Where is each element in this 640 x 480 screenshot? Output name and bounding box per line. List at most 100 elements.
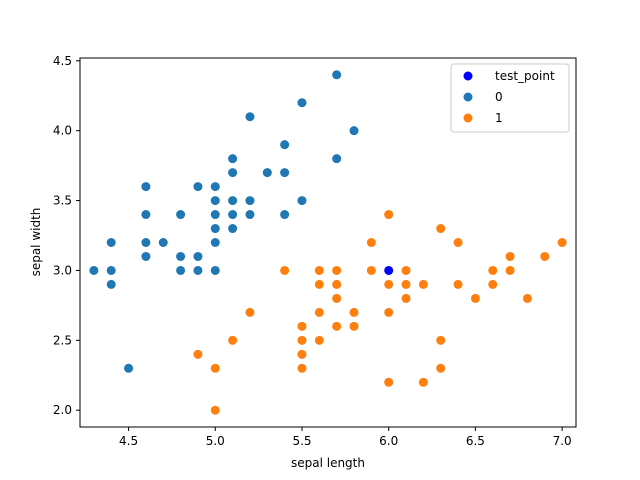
y-tick-label: 3.5 (53, 194, 72, 208)
data-point (314, 279, 324, 289)
data-point (349, 307, 359, 317)
x-tick-label: 6.0 (379, 434, 398, 448)
data-point (522, 293, 532, 303)
data-point (245, 210, 255, 220)
data-point (228, 210, 238, 220)
data-point (436, 363, 446, 373)
data-point (262, 168, 272, 178)
y-tick-label: 4.0 (53, 124, 72, 138)
data-point (228, 224, 238, 234)
data-point (193, 251, 203, 261)
data-point (228, 168, 238, 178)
axis-ticks: 4.5 5.0 5.5 6.0 6.5 7.0 2.0 2.5 3.0 3.5 4.0 4.5 (53, 54, 572, 448)
y-tick-label: 2.0 (53, 403, 72, 417)
data-point (280, 140, 290, 150)
data-point (332, 293, 342, 303)
data-point (176, 251, 186, 261)
data-point (297, 335, 307, 345)
data-point (505, 265, 515, 275)
x-tick-label: 5.5 (292, 434, 311, 448)
data-point (436, 224, 446, 234)
data-point (332, 321, 342, 331)
data-point (332, 265, 342, 275)
data-point (245, 112, 255, 122)
legend-marker (463, 71, 473, 81)
data-point (210, 224, 220, 234)
x-tick-label: 5.0 (206, 434, 225, 448)
data-point (193, 349, 203, 359)
data-point (470, 293, 480, 303)
data-point (193, 182, 203, 192)
data-point (557, 238, 567, 247)
data-point (106, 238, 116, 247)
data-point (453, 238, 463, 247)
data-point (245, 196, 255, 206)
legend: test_point 0 1 (450, 63, 570, 133)
data-point (210, 196, 220, 206)
data-point (436, 335, 446, 345)
data-point (228, 335, 238, 345)
data-point (384, 265, 394, 275)
x-axis-label: sepal length (291, 456, 365, 470)
data-point (349, 321, 359, 331)
data-point (418, 279, 428, 289)
data-point (106, 279, 116, 289)
x-tick-label: 4.5 (119, 434, 138, 448)
data-point (210, 363, 220, 373)
legend-label: 1 (495, 111, 503, 125)
data-point (488, 279, 498, 289)
data-point (89, 265, 99, 275)
data-point (540, 251, 550, 261)
data-point (384, 210, 394, 220)
data-point (384, 307, 394, 317)
legend-marker (463, 92, 473, 102)
data-point (366, 238, 376, 247)
plot-frame (79, 57, 577, 428)
data-point (349, 126, 359, 136)
data-point (141, 238, 151, 247)
legend-box (450, 63, 570, 133)
data-point (401, 279, 411, 289)
data-point (280, 168, 290, 178)
y-tick-label: 4.5 (53, 54, 72, 68)
data-point (210, 182, 220, 192)
data-point (124, 363, 134, 373)
data-point (228, 154, 238, 164)
data-point (332, 279, 342, 289)
data-point (176, 265, 186, 275)
data-point (210, 238, 220, 247)
x-tick-label: 7.0 (553, 434, 572, 448)
data-point (141, 210, 151, 220)
data-point (418, 377, 428, 387)
data-point (141, 251, 151, 261)
data-point (297, 196, 307, 206)
data-point (297, 98, 307, 108)
data-point (505, 251, 515, 261)
data-point (158, 238, 168, 247)
data-point (314, 307, 324, 317)
data-point (314, 265, 324, 275)
data-point (453, 279, 463, 289)
data-point (332, 70, 342, 80)
legend-marker (463, 113, 473, 123)
data-points (89, 70, 567, 415)
data-point (314, 335, 324, 345)
y-axis-label: sepal width (29, 208, 43, 277)
data-point (401, 265, 411, 275)
data-point (210, 405, 220, 415)
data-point (176, 210, 186, 220)
data-point (210, 210, 220, 220)
legend-label: test_point (495, 69, 555, 83)
data-point (297, 349, 307, 359)
data-point (488, 265, 498, 275)
data-point (280, 265, 290, 275)
data-point (141, 182, 151, 192)
data-point (401, 293, 411, 303)
legend-label: 0 (495, 90, 503, 104)
data-point (228, 196, 238, 206)
data-point (332, 154, 342, 164)
data-point (280, 210, 290, 220)
data-point (193, 265, 203, 275)
data-point (297, 363, 307, 373)
